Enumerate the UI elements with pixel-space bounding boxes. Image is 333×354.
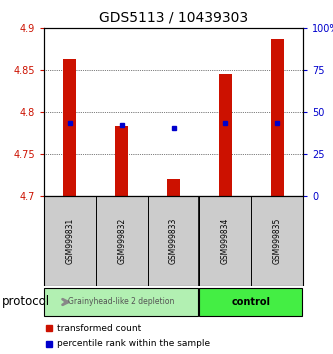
Text: GSM999833: GSM999833 [169, 218, 178, 264]
Text: protocol: protocol [2, 296, 50, 308]
Text: transformed count: transformed count [57, 324, 141, 332]
Bar [219, 74, 232, 196]
Text: control: control [231, 297, 270, 307]
Text: GSM999831: GSM999831 [65, 218, 74, 264]
Bar [199, 287, 302, 316]
Text: GSM999832: GSM999832 [117, 218, 126, 264]
Text: GSM999835: GSM999835 [273, 218, 282, 264]
Bar [44, 287, 198, 316]
Title: GDS5113 / 10439303: GDS5113 / 10439303 [99, 10, 248, 24]
Text: GSM999834: GSM999834 [221, 218, 230, 264]
Text: Grainyhead-like 2 depletion: Grainyhead-like 2 depletion [68, 297, 174, 307]
Text: percentile rank within the sample: percentile rank within the sample [57, 339, 210, 348]
Bar [271, 39, 284, 196]
Bar [63, 59, 76, 196]
Bar [115, 126, 128, 196]
Bar [167, 179, 180, 196]
